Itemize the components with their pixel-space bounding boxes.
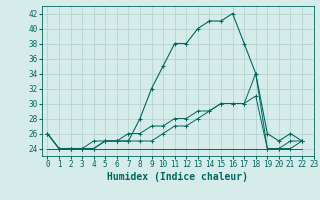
X-axis label: Humidex (Indice chaleur): Humidex (Indice chaleur) bbox=[107, 172, 248, 182]
